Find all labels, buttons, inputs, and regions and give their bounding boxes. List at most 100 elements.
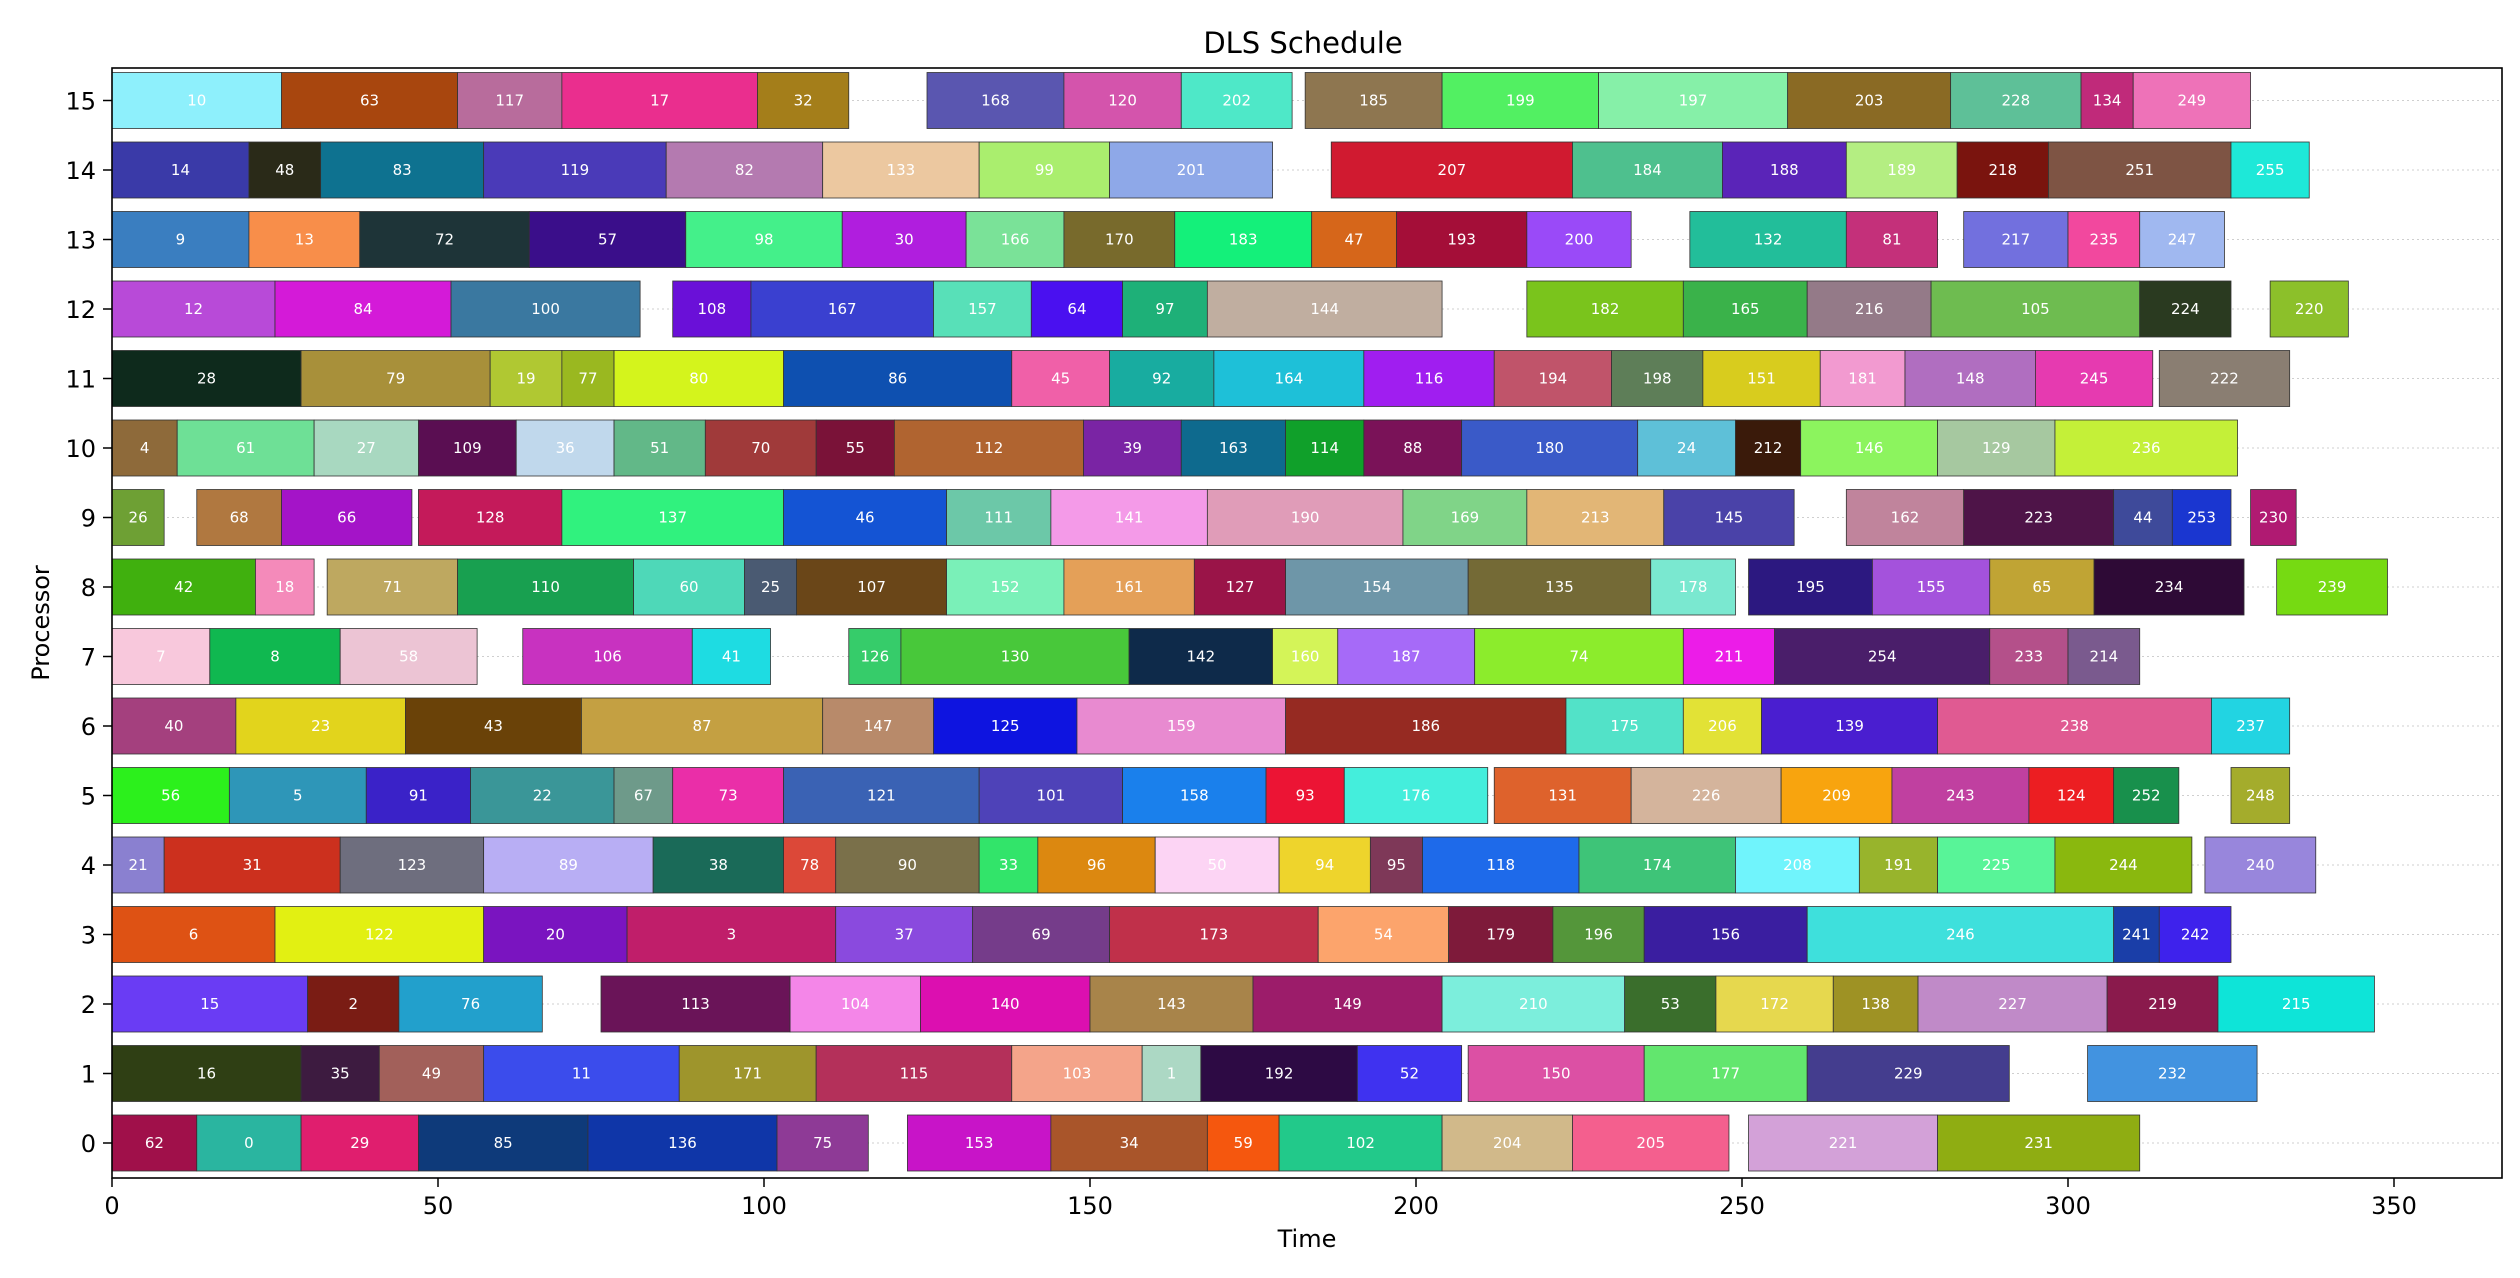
task-label: 110 [531,578,560,596]
task-bar [2171,489,2232,546]
task-label: 166 [1001,231,1030,249]
task-label: 10 [187,92,206,110]
task-label: 103 [1063,1065,1092,1083]
task-label: 47 [1345,231,1364,249]
task-bar [972,906,1110,963]
task-label: 228 [2002,92,2031,110]
task-bar [1832,975,1919,1033]
task-label: 107 [857,578,886,596]
task-bar [1650,558,1736,616]
task-bar [1819,350,1906,407]
task-bar [300,1045,380,1102]
y-tick-label: 11 [65,366,96,394]
task-label: 77 [578,370,597,388]
task-bar [672,280,752,338]
task-label: 184 [1633,161,1662,179]
task-bar [1937,1114,2141,1172]
task-label: 51 [650,439,669,457]
task-bar [404,697,582,755]
task-bar [1904,350,2036,407]
task-label: 182 [1591,300,1620,318]
task-label: 199 [1506,92,1535,110]
task-bar [1441,1114,1573,1172]
task-bar [835,906,974,963]
task-bar [1565,697,1684,755]
task-label: 56 [161,787,180,805]
task-label: 59 [1234,1134,1253,1152]
task-bar [2269,280,2349,338]
task-label: 194 [1539,370,1568,388]
task-label: 156 [1711,926,1740,944]
task-bar [483,906,628,963]
task-label: 242 [2181,926,2210,944]
task-bar [248,211,361,268]
task-label: 229 [1894,1065,1923,1083]
task-label: 118 [1486,856,1515,874]
task-label: 79 [386,370,405,388]
task-label: 0 [244,1134,254,1152]
task-bar [2113,767,2180,824]
task-label: 192 [1265,1065,1294,1083]
task-bar [1206,489,1404,546]
task-label: 129 [1982,439,2011,457]
task-bar [822,141,980,199]
task-bar [2093,558,2245,616]
task-bar [281,72,458,129]
task-label: 80 [689,370,708,388]
task-bar [1337,628,1476,685]
task-label: 234 [2155,578,2184,596]
task-bar [1063,558,1195,616]
task-label: 214 [2090,648,2119,666]
task-label: 196 [1584,926,1613,944]
y-tick-label: 4 [81,852,96,880]
task-bar [1037,836,1156,894]
task-label: 3 [727,926,737,944]
task-label: 88 [1403,439,1422,457]
task-bar [1787,72,1952,129]
task-label: 37 [895,926,914,944]
task-label: 31 [243,856,262,874]
task-bar [933,280,1032,338]
task-label: 104 [841,995,870,1013]
task-label: 163 [1219,439,1248,457]
task-label: 53 [1661,995,1680,1013]
task-bar [457,558,634,616]
task-bar [274,280,452,338]
task-bar [418,419,517,477]
task-bar [1956,141,2049,199]
task-label: 253 [2187,509,2216,527]
task-bar [900,628,1130,685]
task-label: 167 [828,300,857,318]
task-bar [1063,211,1176,268]
task-label: 217 [2002,231,2031,249]
task-label: 233 [2015,648,2044,666]
task-label: 123 [398,856,427,874]
task-label: 82 [735,161,754,179]
task-bar [1369,836,1423,894]
task-bar [1076,697,1286,755]
task-label: 150 [1542,1065,1571,1083]
task-label: 238 [2060,717,2089,735]
task-bar [2087,1045,2258,1102]
task-label: 57 [598,231,617,249]
task-bar [613,350,784,407]
task-bar [691,628,771,685]
task-bar [522,628,693,685]
task-bar [1748,1114,1939,1172]
task-label: 20 [546,926,565,944]
task-label: 220 [2295,300,2324,318]
task-bar [2250,489,2297,546]
task-label: 204 [1493,1134,1522,1152]
task-bar [920,975,1091,1033]
task-label: 92 [1152,370,1171,388]
task-label: 22 [533,787,552,805]
task-label: 34 [1120,1134,1139,1152]
task-bar [450,280,641,338]
task-bar [2158,906,2232,963]
task-bar [1122,280,1208,338]
task-label: 58 [399,648,418,666]
task-label: 33 [999,856,1018,874]
task-label: 98 [754,231,773,249]
task-bar [2217,975,2375,1033]
